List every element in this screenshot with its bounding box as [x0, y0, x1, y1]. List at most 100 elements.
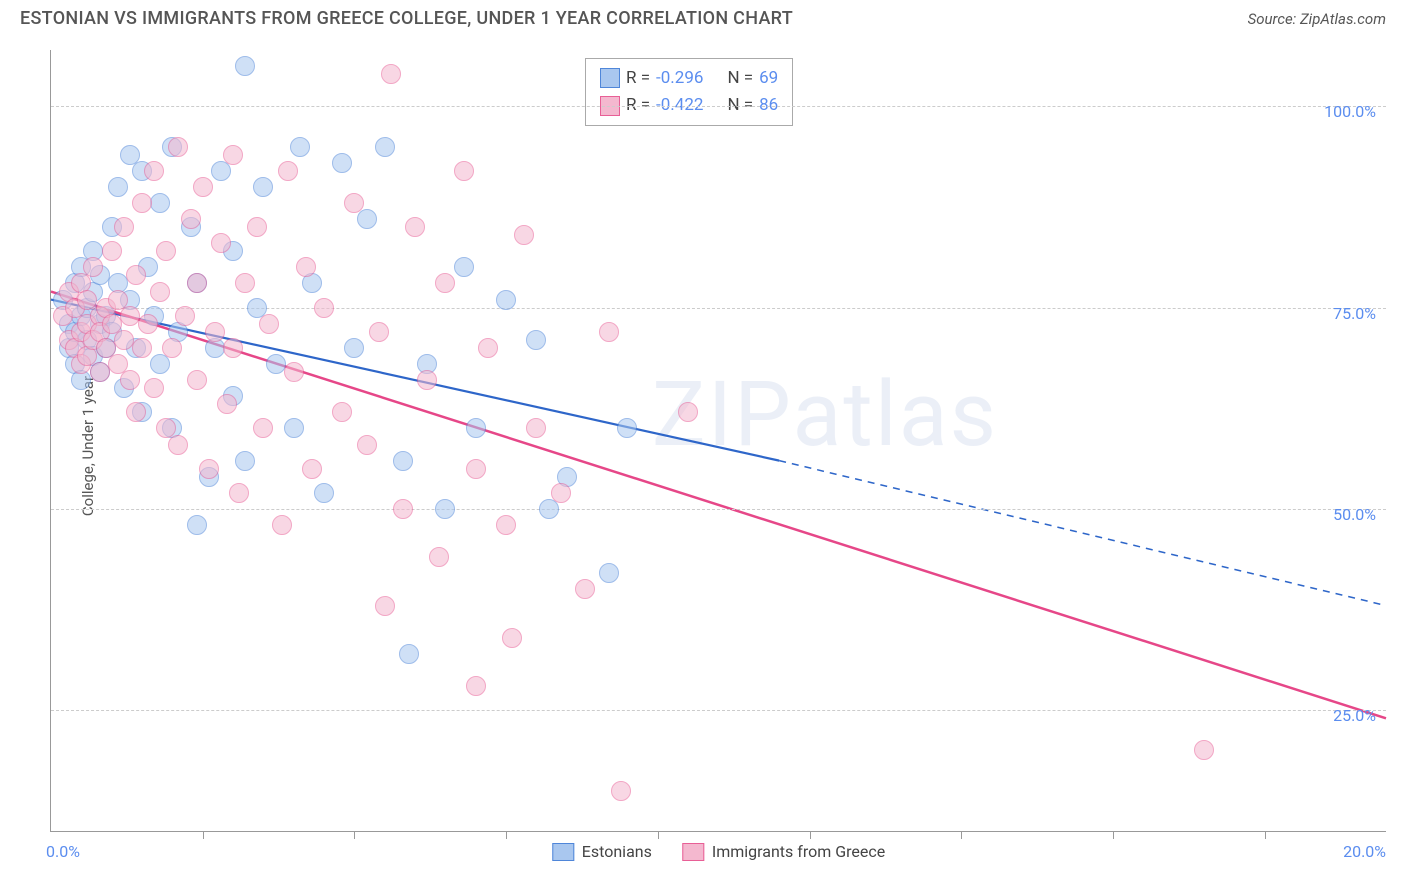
trend-line [51, 292, 1386, 719]
data-point [466, 418, 486, 438]
data-point [617, 418, 637, 438]
data-point [168, 137, 188, 157]
data-point [551, 483, 571, 503]
legend-swatch [682, 843, 704, 861]
data-point [344, 338, 364, 358]
data-point [599, 322, 619, 342]
data-point [526, 418, 546, 438]
r-label: R = [626, 65, 650, 92]
data-point [502, 628, 522, 648]
data-point [132, 338, 152, 358]
x-tick [1113, 831, 1114, 839]
x-tick [506, 831, 507, 839]
legend-swatch [600, 68, 620, 88]
x-tick [203, 831, 204, 839]
data-point [114, 330, 134, 350]
data-point [454, 161, 474, 181]
legend-item: Immigrants from Greece [682, 842, 885, 861]
data-point [454, 257, 474, 277]
data-point [144, 378, 164, 398]
x-tick [1265, 831, 1266, 839]
page-title: ESTONIAN VS IMMIGRANTS FROM GREECE COLLE… [20, 8, 793, 29]
data-point [1194, 740, 1214, 760]
data-point [108, 177, 128, 197]
data-point [357, 435, 377, 455]
x-tick [961, 831, 962, 839]
data-point [126, 265, 146, 285]
data-point [332, 402, 352, 422]
data-point [235, 451, 255, 471]
scatter-chart: ZIPatlas R =-0.296N =69R =-0.422N =86 Es… [50, 50, 1386, 832]
data-point [369, 322, 389, 342]
data-point [162, 338, 182, 358]
data-point [575, 579, 595, 599]
data-point [611, 781, 631, 801]
header: ESTONIAN VS IMMIGRANTS FROM GREECE COLLE… [0, 0, 1406, 33]
data-point [144, 161, 164, 181]
data-point [314, 298, 334, 318]
data-point [393, 499, 413, 519]
data-point [435, 499, 455, 519]
x-tick [354, 831, 355, 839]
data-point [272, 515, 292, 535]
data-point [393, 451, 413, 471]
data-point [235, 56, 255, 76]
data-point [187, 370, 207, 390]
data-point [217, 394, 237, 414]
data-point [259, 314, 279, 334]
data-point [132, 193, 152, 213]
data-point [120, 370, 140, 390]
data-point [193, 177, 213, 197]
data-point [539, 499, 559, 519]
data-point [156, 241, 176, 261]
data-point [399, 644, 419, 664]
source-label: Source: ZipAtlas.com [1248, 10, 1386, 28]
data-point [375, 137, 395, 157]
series-legend: Estonians Immigrants from Greece [552, 842, 885, 861]
data-point [235, 273, 255, 293]
data-point [278, 161, 298, 181]
r-value: -0.296 [656, 65, 703, 92]
legend-item: Estonians [552, 842, 652, 861]
data-point [284, 418, 304, 438]
data-point [405, 217, 425, 237]
data-point [83, 257, 103, 277]
data-point [466, 676, 486, 696]
data-point [223, 338, 243, 358]
data-point [199, 459, 219, 479]
x-tick [658, 831, 659, 839]
data-point [138, 314, 158, 334]
data-point [417, 370, 437, 390]
n-label: N = [727, 65, 753, 92]
data-point [126, 402, 146, 422]
data-point [599, 563, 619, 583]
data-point [168, 435, 188, 455]
data-point [187, 515, 207, 535]
data-point [175, 306, 195, 326]
x-axis-max-label: 20.0% [1343, 842, 1386, 861]
data-point [381, 64, 401, 84]
data-point [357, 209, 377, 229]
correlation-legend: R =-0.296N =69R =-0.422N =86 [585, 58, 793, 126]
data-point [290, 137, 310, 157]
legend-row: R =-0.296 N =69 [600, 65, 778, 92]
data-point [526, 330, 546, 350]
data-point [114, 217, 134, 237]
trend-lines [51, 50, 1386, 831]
data-point [150, 193, 170, 213]
legend-label: Immigrants from Greece [712, 842, 885, 861]
data-point [344, 193, 364, 213]
trend-line-extrapolated [779, 461, 1386, 606]
data-point [229, 483, 249, 503]
grid-line [51, 106, 1386, 107]
data-point [150, 282, 170, 302]
data-point [223, 145, 243, 165]
data-point [332, 153, 352, 173]
data-point [314, 483, 334, 503]
data-point [466, 459, 486, 479]
n-value: 69 [759, 65, 778, 92]
data-point [678, 402, 698, 422]
data-point [211, 233, 231, 253]
grid-line [51, 509, 1386, 510]
legend-label: Estonians [582, 842, 652, 861]
